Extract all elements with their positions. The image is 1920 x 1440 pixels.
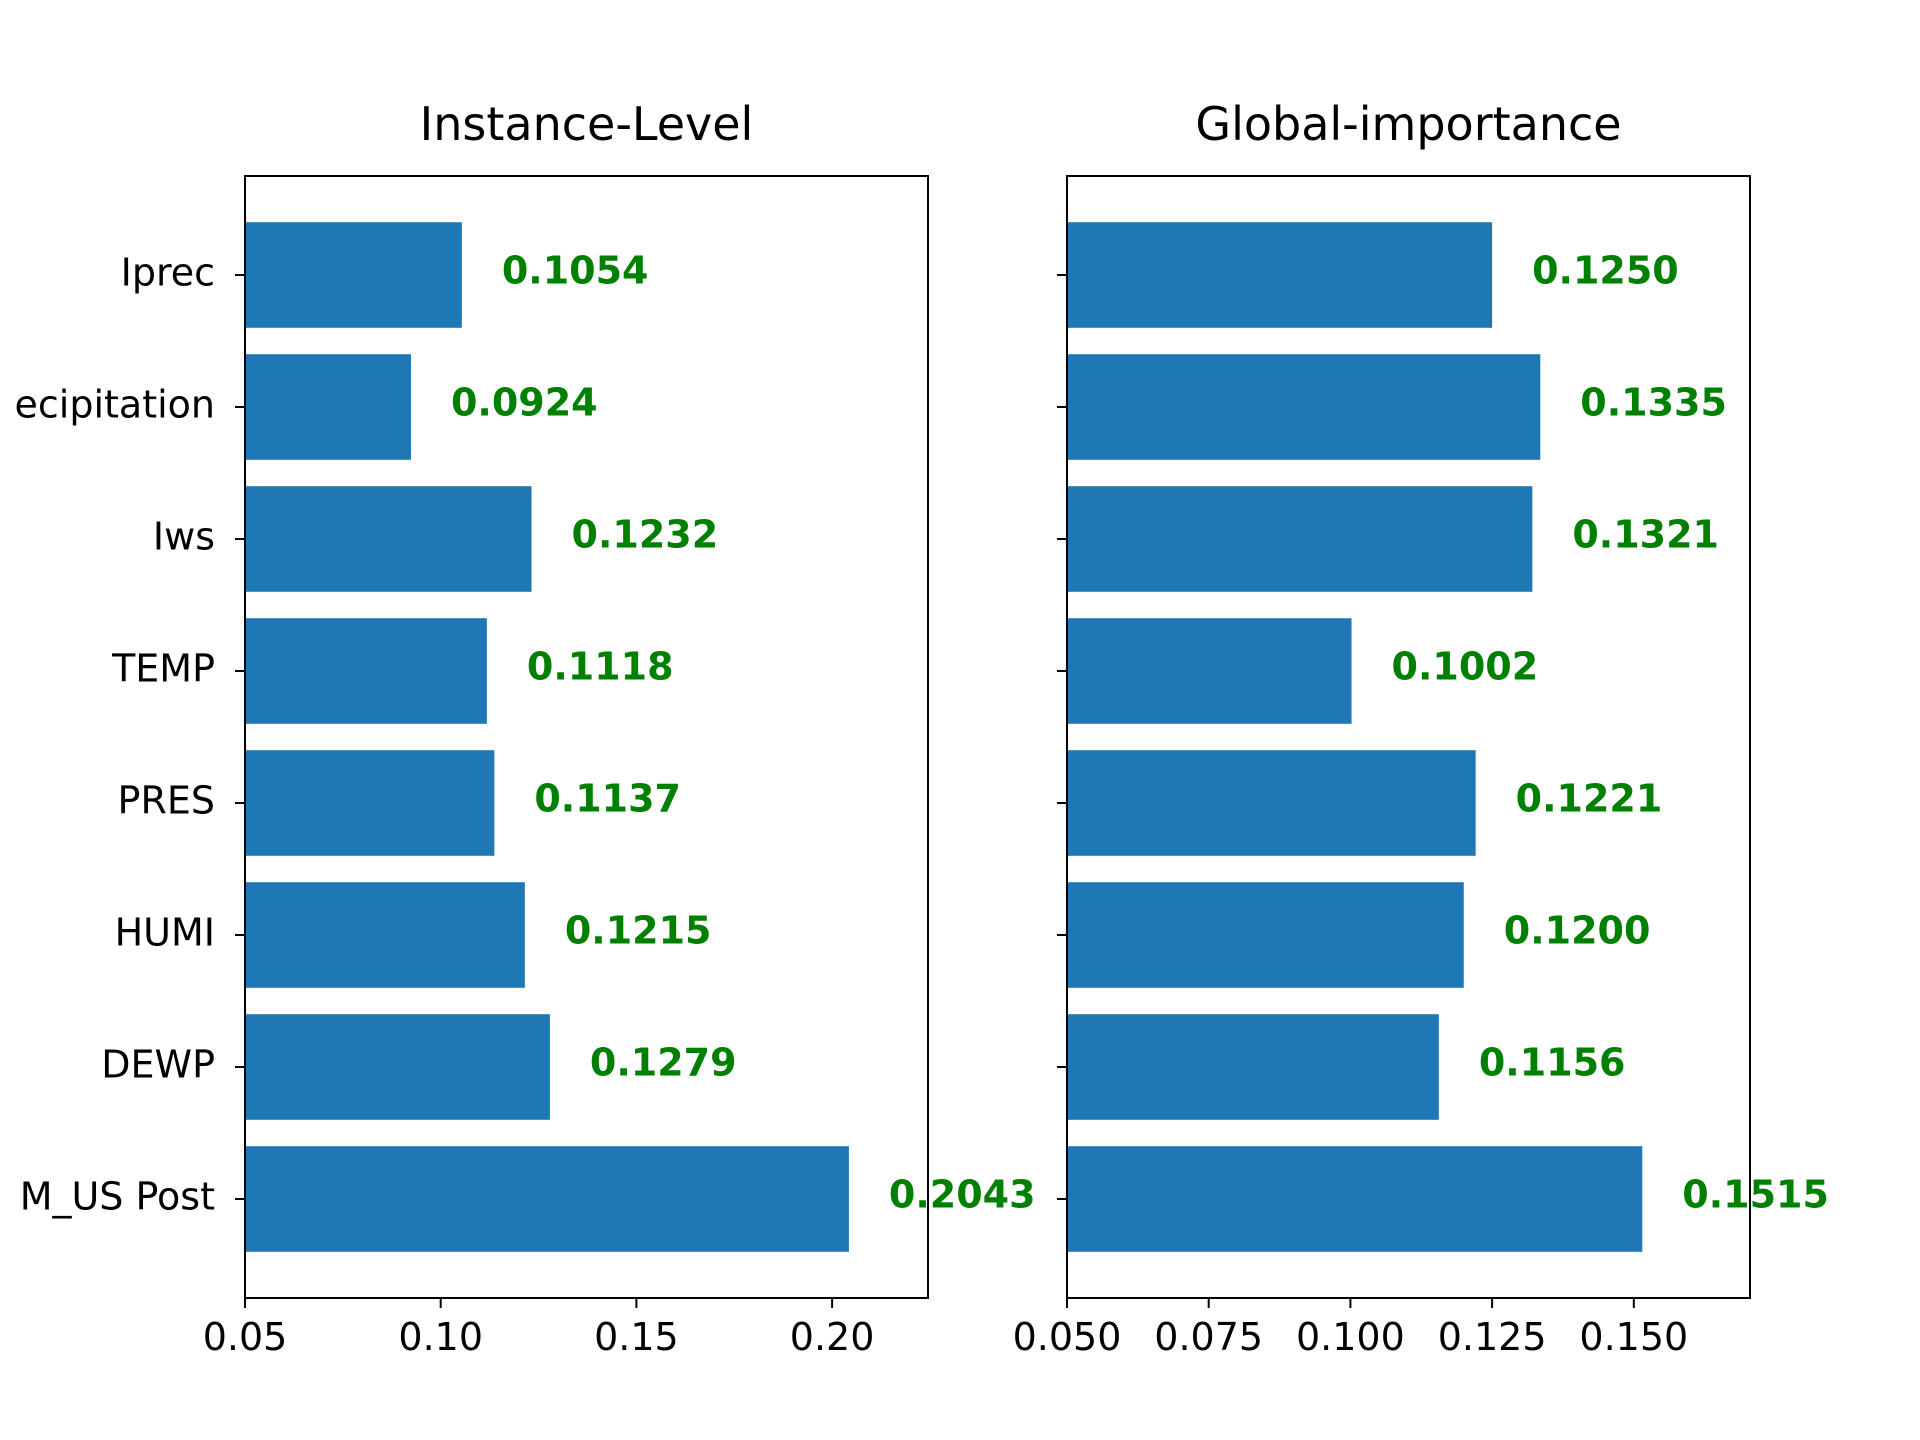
bar-temp bbox=[1067, 618, 1352, 724]
y-tick-label: Iprec bbox=[121, 251, 215, 295]
bar-humi bbox=[245, 882, 525, 988]
value-label: 0.1002 bbox=[1392, 645, 1539, 689]
chart-title: Global-importance bbox=[1195, 97, 1621, 151]
value-label: 0.2043 bbox=[889, 1173, 1036, 1217]
x-tick-label: 0.125 bbox=[1438, 1315, 1547, 1359]
value-label: 0.0924 bbox=[451, 381, 598, 425]
x-tick-label: 0.10 bbox=[398, 1315, 483, 1359]
bar-temp bbox=[245, 618, 487, 724]
axes-frame bbox=[244, 175, 929, 1299]
x-tick-label: 0.100 bbox=[1296, 1315, 1405, 1359]
value-label: 0.1137 bbox=[534, 777, 681, 821]
y-tick-label: DEWP bbox=[101, 1043, 215, 1087]
value-label: 0.1054 bbox=[502, 249, 649, 293]
x-tick-label: 0.20 bbox=[790, 1315, 875, 1359]
y-tick-label: M_US Post bbox=[20, 1175, 215, 1219]
y-tick-label: TEMP bbox=[111, 647, 215, 691]
global-importance-chart: Global-importance 0.1250 0.1335 0.1321 0.100… bbox=[1013, 97, 1829, 1359]
value-label: 0.1250 bbox=[1532, 249, 1679, 293]
value-label: 0.1156 bbox=[1479, 1041, 1626, 1085]
bar-humi bbox=[1067, 882, 1464, 988]
value-label: 0.1335 bbox=[1580, 381, 1727, 425]
bar-iprec bbox=[1067, 222, 1493, 328]
chart-title: Instance-Level bbox=[420, 97, 754, 151]
instance-level-chart: Instance-Level 0.1054 Iprec 0.0924 ecipitati… bbox=[15, 97, 1036, 1359]
value-label: 0.1221 bbox=[1516, 777, 1663, 821]
bar-precipitation bbox=[1067, 354, 1541, 460]
bar-pm-us-post bbox=[1067, 1146, 1643, 1252]
value-label: 0.1515 bbox=[1682, 1173, 1829, 1217]
x-tick-label: 0.075 bbox=[1154, 1315, 1263, 1359]
bar-iws bbox=[245, 486, 532, 592]
bar-dewp bbox=[245, 1014, 550, 1120]
bar-iws bbox=[1067, 486, 1533, 592]
bar-pm-us-post bbox=[245, 1146, 849, 1252]
y-tick-label: PRES bbox=[118, 779, 215, 823]
x-tick-label: 0.05 bbox=[203, 1315, 288, 1359]
value-label: 0.1232 bbox=[572, 513, 719, 557]
x-tick-label: 0.15 bbox=[594, 1315, 679, 1359]
value-label: 0.1118 bbox=[527, 645, 674, 689]
bar-precipitation bbox=[245, 354, 411, 460]
x-tick-label: 0.050 bbox=[1013, 1315, 1122, 1359]
y-tick-label: ecipitation bbox=[15, 383, 215, 427]
axes-frame bbox=[1066, 175, 1751, 1299]
value-label: 0.1215 bbox=[565, 909, 712, 953]
bar-iprec bbox=[245, 222, 462, 328]
value-label: 0.1200 bbox=[1504, 909, 1651, 953]
y-tick-label: Iws bbox=[153, 515, 215, 559]
value-label: 0.1321 bbox=[1572, 513, 1719, 557]
bar-pres bbox=[245, 750, 495, 856]
bar-pres bbox=[1067, 750, 1476, 856]
value-label: 0.1279 bbox=[590, 1041, 737, 1085]
x-tick-label: 0.150 bbox=[1579, 1315, 1688, 1359]
y-tick-label: HUMI bbox=[115, 911, 215, 955]
bar-dewp bbox=[1067, 1014, 1439, 1120]
